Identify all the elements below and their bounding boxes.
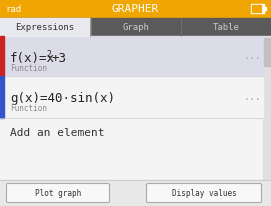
Text: rad: rad (5, 5, 21, 14)
Text: Add an element: Add an element (10, 128, 105, 138)
Text: Function: Function (10, 64, 47, 73)
Text: Table: Table (212, 22, 239, 32)
Bar (263, 36, 271, 180)
Bar (0, 36, 263, 76)
Text: 2: 2 (46, 50, 51, 59)
Text: Expressions: Expressions (16, 22, 75, 32)
Bar (0, 18, 271, 36)
Bar (251, 4, 264, 13)
Text: f(x)=x: f(x)=x (10, 52, 55, 65)
Bar (0, 76, 263, 118)
Bar (264, 38, 270, 66)
Bar (0, 36, 263, 206)
Bar (0, 0, 271, 18)
Text: GRAPHER: GRAPHER (112, 4, 159, 14)
Bar (264, 7, 266, 10)
Text: +3: +3 (51, 52, 66, 65)
FancyBboxPatch shape (7, 184, 109, 202)
Text: Function: Function (10, 104, 47, 113)
Bar (0, 76, 4, 118)
Bar (0, 18, 90, 36)
Text: Plot graph: Plot graph (35, 188, 81, 198)
Text: ...: ... (243, 51, 261, 61)
Text: Graph: Graph (122, 22, 149, 32)
Bar (0, 36, 4, 76)
Text: ...: ... (243, 92, 261, 102)
Bar (0, 180, 271, 206)
FancyBboxPatch shape (147, 184, 262, 202)
Text: g(x)=40·sin(x): g(x)=40·sin(x) (10, 92, 115, 105)
Bar (252, 5, 261, 12)
Text: Display values: Display values (172, 188, 236, 198)
